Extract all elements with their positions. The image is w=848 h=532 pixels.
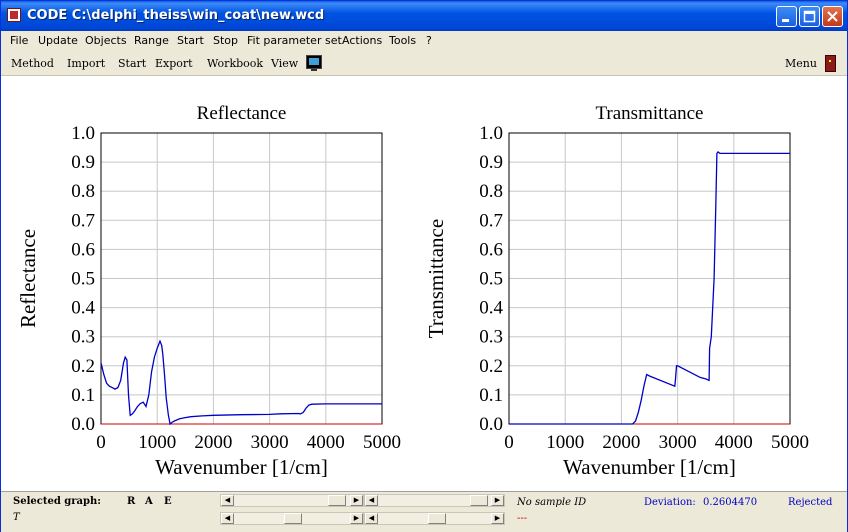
scroll-left-arrow[interactable]: ◀ xyxy=(221,495,234,506)
monitor-icon[interactable] xyxy=(306,55,322,71)
scroll-left-arrow[interactable]: ◀ xyxy=(365,495,378,506)
menu-stop[interactable]: Stop xyxy=(213,34,239,47)
chart-1-y-tick-label: 0.2 xyxy=(71,356,95,377)
chart-2-x-tick-label: 2000 xyxy=(602,432,640,453)
fit-result: Rejected xyxy=(788,497,833,508)
chart-1-y-tick-label: 0.8 xyxy=(71,181,95,202)
chart-1-x-tick-label: 4000 xyxy=(307,432,345,453)
scroll-right-arrow[interactable]: ▶ xyxy=(350,513,363,524)
scrollbar-x-max[interactable]: ◀ ▶ xyxy=(364,494,505,507)
chart-1-y-tick-label: 1.0 xyxy=(71,123,95,144)
chart-2-y-axis-label: Transmittance xyxy=(424,219,448,338)
graph-button-e[interactable]: E xyxy=(164,496,172,507)
deviation-value: 0.2604470 xyxy=(703,497,758,508)
scroll-right-arrow[interactable]: ▶ xyxy=(491,495,504,506)
maximize-button[interactable] xyxy=(799,6,820,27)
chart-1-x-tick-label: 1000 xyxy=(138,432,176,453)
toolbar-menu[interactable]: Menu xyxy=(785,57,817,70)
chart-1-y-tick-label: 0.4 xyxy=(71,298,95,319)
chart-1-y-tick-label: 0.3 xyxy=(71,327,95,348)
toolbar-export[interactable]: Export xyxy=(155,57,193,70)
chart-1-x-tick-label: 3000 xyxy=(251,432,289,453)
chart-2-y-tick-label: 0.8 xyxy=(479,181,503,202)
status-dashes: --- xyxy=(517,513,528,524)
scroll-right-arrow[interactable]: ▶ xyxy=(491,513,504,524)
chart-2-y-tick-label: 0.7 xyxy=(479,210,503,231)
current-graph-name: T xyxy=(13,512,20,523)
chart-2-y-tick-label: 0.0 xyxy=(479,414,503,435)
chart-1-y-tick-label: 0.5 xyxy=(71,269,95,290)
app-icon[interactable] xyxy=(7,8,21,22)
sample-id: No sample ID xyxy=(517,497,587,508)
menu-tools[interactable]: Tools xyxy=(389,34,417,47)
chart-2-y-tick-label: 1.0 xyxy=(479,123,503,144)
chart-1-x-tick-label: 0 xyxy=(96,432,106,453)
chart-2-series-line-1 xyxy=(509,150,790,425)
scroll-thumb[interactable] xyxy=(284,513,302,524)
scroll-left-arrow[interactable]: ◀ xyxy=(365,513,378,524)
graph-button-r[interactable]: R xyxy=(127,496,136,507)
graphs-area: 0 1000 2000 3000 4000 5000 0.0 0.1 0.2 0.3 0.4 0.5 0… xyxy=(1,76,847,491)
scroll-thumb[interactable] xyxy=(428,513,446,524)
chart-1-x-tick-label: 5000 xyxy=(363,432,401,453)
deviation-label: Deviation: xyxy=(644,497,696,508)
chart-2-y-tick-label: 0.1 xyxy=(479,385,503,406)
toolbar-import[interactable]: Import xyxy=(67,57,106,70)
toolbar-workbook[interactable]: Workbook xyxy=(207,57,264,70)
chart-2-x-tick-label: 1000 xyxy=(546,432,584,453)
chart-2-y-tick-label: 0.9 xyxy=(479,152,503,173)
scroll-left-arrow[interactable]: ◀ xyxy=(221,513,234,524)
scrollbar-y-max[interactable]: ◀ ▶ xyxy=(364,512,505,525)
menu-actions[interactable]: Actions xyxy=(342,34,383,47)
title-bar[interactable]: CODE C:\delphi_theiss\win_coat\new.wcd xyxy=(1,1,847,31)
charts-svg: 0 1000 2000 3000 4000 5000 0.0 0.1 0.2 0.3 0.4 0.5 0… xyxy=(16,103,809,479)
chart-1-x-tick-label: 2000 xyxy=(194,432,232,453)
scrollbar-x-min[interactable]: ◀ ▶ xyxy=(220,494,364,507)
chart-1-y-tick-label: 0.7 xyxy=(71,210,95,231)
toolbar-method[interactable]: Method xyxy=(11,57,54,70)
chart-1-series-line-1 xyxy=(100,339,382,426)
chart-1-y-tick-label: 0.0 xyxy=(71,414,95,435)
chart-1-y-tick-label: 0.9 xyxy=(71,152,95,173)
chart-2-y-tick-label: 0.2 xyxy=(479,356,503,377)
toolbar: Method Import Start Export Workbook View… xyxy=(1,50,847,76)
chart-2-y-tick-label: 0.6 xyxy=(479,239,503,260)
chart-1-y-axis-label: Reflectance xyxy=(16,229,40,328)
menu-fit-parameter-set[interactable]: Fit parameter set xyxy=(247,34,342,47)
chart-1-x-axis-label: Wavenumber [1/cm] xyxy=(155,455,328,479)
menu-update[interactable]: Update xyxy=(38,34,78,47)
chart-2-x-tick-label: 5000 xyxy=(771,432,809,453)
chart-1-title: Reflectance xyxy=(197,103,287,124)
window-title: CODE C:\delphi_theiss\win_coat\new.wcd xyxy=(27,8,325,23)
minimize-button[interactable] xyxy=(776,6,797,27)
chart-2-y-tick-label: 0.4 xyxy=(479,298,503,319)
menu-objects[interactable]: Objects xyxy=(85,34,127,47)
chart-1-y-tick-label: 0.1 xyxy=(71,385,95,406)
selected-graph-label: Selected graph: xyxy=(13,496,101,507)
toolbar-view[interactable]: View xyxy=(271,57,299,70)
scroll-thumb[interactable] xyxy=(470,495,488,506)
chart-2-x-tick-label: 3000 xyxy=(659,432,697,453)
chart-2-y-tick-label: 0.3 xyxy=(479,327,503,348)
scroll-right-arrow[interactable]: ▶ xyxy=(350,495,363,506)
exit-door-icon[interactable] xyxy=(825,55,836,72)
chart-1-y-tick-label: 0.6 xyxy=(71,239,95,260)
menu-start[interactable]: Start xyxy=(177,34,204,47)
chart-2-x-tick-label: 0 xyxy=(504,432,514,453)
scrollbar-y-min[interactable]: ◀ ▶ xyxy=(220,512,364,525)
close-button[interactable] xyxy=(822,6,843,27)
menu-help[interactable]: ? xyxy=(426,34,432,47)
toolbar-start[interactable]: Start xyxy=(118,57,147,70)
chart-2-x-axis-label: Wavenumber [1/cm] xyxy=(563,455,736,479)
graph-button-a[interactable]: A xyxy=(145,496,153,507)
menu-range[interactable]: Range xyxy=(134,34,169,47)
menu-file[interactable]: File xyxy=(10,34,29,47)
scroll-thumb[interactable] xyxy=(328,495,346,506)
status-bar: Selected graph: R A E T ◀ ▶ ◀ ▶ ◀ ▶ ◀ ▶ … xyxy=(1,491,847,532)
chart-2-title: Transmittance xyxy=(595,103,703,124)
chart-2-x-tick-label: 4000 xyxy=(715,432,753,453)
menu-bar: File Update Objects Range Start Stop Fit… xyxy=(1,31,847,50)
chart-2-y-tick-label: 0.5 xyxy=(479,269,503,290)
